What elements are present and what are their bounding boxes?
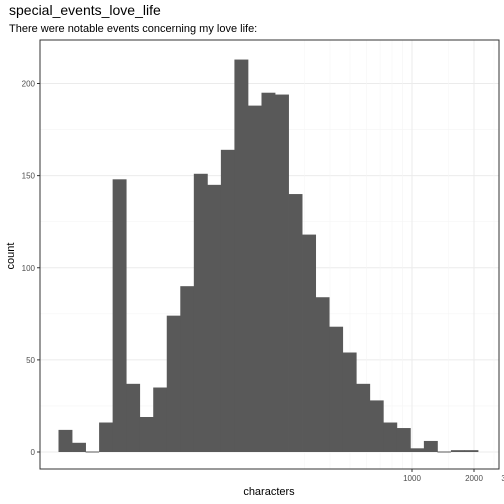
histogram-bar bbox=[369, 400, 384, 452]
y-tick-label: 0 bbox=[31, 448, 36, 457]
chart-title: special_events_love_life bbox=[9, 2, 161, 18]
histogram-bar bbox=[58, 429, 73, 452]
chart-subtitle: There were notable events concerning my … bbox=[9, 23, 257, 35]
y-axis-title: count bbox=[5, 243, 17, 270]
histogram-bar bbox=[464, 450, 479, 452]
histogram-bar bbox=[193, 173, 208, 452]
histogram-bar bbox=[72, 442, 86, 452]
histogram-bar bbox=[450, 450, 465, 452]
panel-border bbox=[39, 39, 500, 470]
y-tick-label: 50 bbox=[26, 356, 35, 365]
histogram-bar bbox=[342, 352, 357, 452]
histogram-bar bbox=[423, 440, 438, 452]
histogram-bar bbox=[139, 416, 154, 452]
histogram-bar bbox=[112, 179, 127, 452]
histogram-bar bbox=[153, 387, 168, 452]
histogram-bar bbox=[383, 422, 398, 452]
histogram-bar bbox=[356, 383, 371, 452]
histogram-bar bbox=[410, 448, 425, 452]
histogram-bar bbox=[180, 286, 195, 452]
histogram-bar bbox=[166, 315, 181, 452]
histogram-bars bbox=[58, 59, 479, 453]
x-tick-label: 2000 bbox=[465, 474, 483, 483]
histogram-bar bbox=[275, 94, 289, 453]
histogram-bar bbox=[234, 59, 249, 453]
histogram-bar bbox=[261, 92, 276, 453]
histogram-bar bbox=[329, 326, 344, 452]
histogram-bar bbox=[207, 184, 222, 452]
histogram-bar bbox=[247, 105, 262, 453]
y-tick-label: 100 bbox=[22, 264, 36, 273]
x-tick-label: 1000 bbox=[403, 474, 421, 483]
x-tick-label: 3000 bbox=[501, 474, 504, 483]
x-axis-title: characters bbox=[243, 486, 295, 498]
histogram-bar bbox=[288, 194, 303, 453]
y-tick-label: 150 bbox=[22, 172, 36, 181]
histogram-bar bbox=[99, 422, 114, 452]
histogram-bar bbox=[302, 234, 317, 452]
histogram-bar bbox=[396, 428, 411, 452]
y-tick-label: 200 bbox=[22, 80, 36, 89]
histogram-bar bbox=[126, 383, 141, 452]
histogram-bar bbox=[220, 149, 235, 452]
axes: 0501001502001000200030004000 bbox=[22, 80, 504, 484]
histogram-bar bbox=[315, 297, 330, 452]
